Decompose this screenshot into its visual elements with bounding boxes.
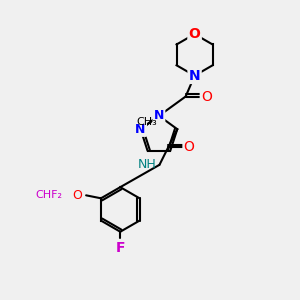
Text: NH: NH [138, 158, 157, 171]
Text: N: N [154, 109, 164, 122]
Text: CH₃: CH₃ [137, 117, 158, 127]
Text: O: O [184, 140, 195, 154]
Text: CHF₂: CHF₂ [35, 190, 62, 200]
Text: O: O [72, 189, 82, 202]
Text: O: O [201, 89, 212, 103]
Text: N: N [189, 69, 200, 83]
Text: O: O [189, 27, 200, 41]
Text: F: F [116, 241, 125, 255]
Text: N: N [135, 123, 146, 136]
